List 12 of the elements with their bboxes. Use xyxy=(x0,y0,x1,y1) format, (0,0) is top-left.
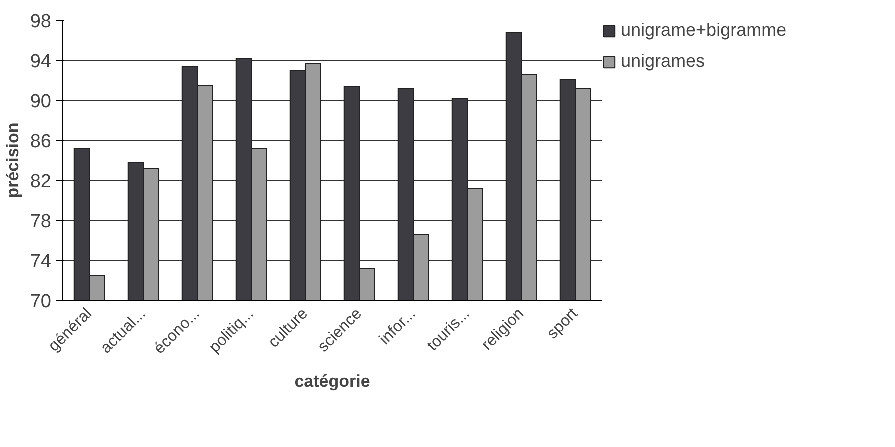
y-tick-label: 70 xyxy=(30,292,52,312)
y-tick-label: 86 xyxy=(30,132,52,152)
x-axis-title: catégorie xyxy=(294,372,370,391)
y-tick-label: 98 xyxy=(30,12,52,32)
y-tick-label: 90 xyxy=(30,92,52,112)
legend-label: unigrames xyxy=(621,51,706,72)
y-tick-label: 78 xyxy=(30,212,52,232)
y-tick-label: 74 xyxy=(30,252,52,272)
y-tick-label: 82 xyxy=(30,172,52,192)
y-axis-title: précision xyxy=(3,122,22,198)
legend-label: unigrame+bigramme xyxy=(621,20,787,41)
y-tick-label: 94 xyxy=(30,52,52,72)
